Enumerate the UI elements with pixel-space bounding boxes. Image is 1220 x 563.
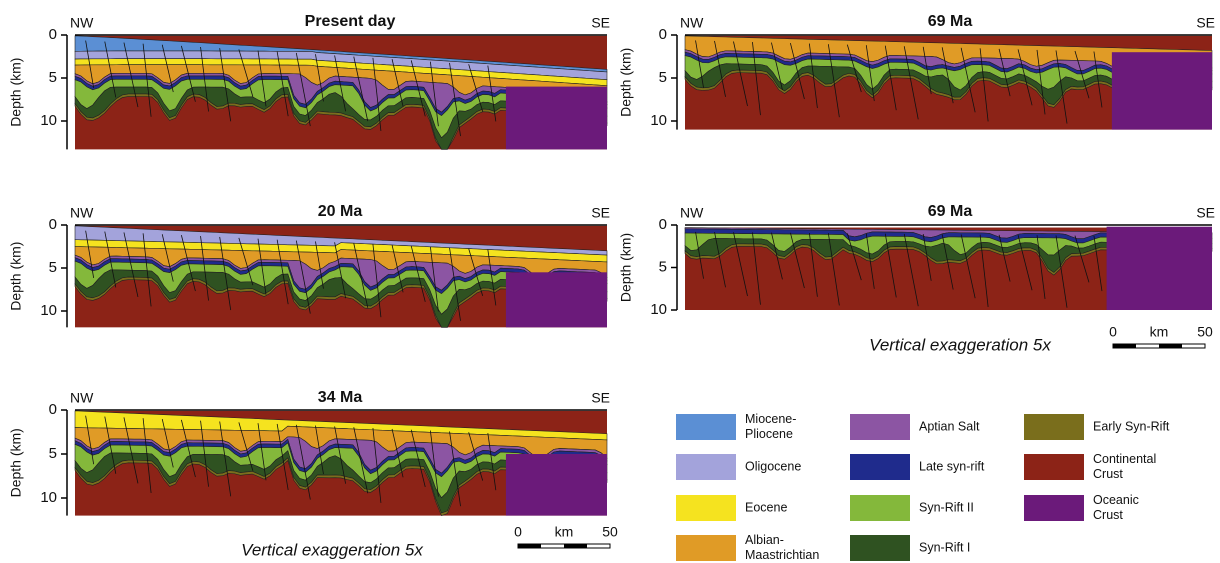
legend-label: Eocene [745,500,787,514]
y-tick-label: 10 [650,112,667,129]
legend-label: Crust [1093,467,1123,481]
legend-label: Albian- [745,533,784,547]
legend-swatch [676,414,736,440]
legend-label: Late syn-rift [919,459,985,473]
scale-start: 0 [514,524,522,540]
y-tick-label: 10 [40,112,57,129]
scale-segment [518,544,541,548]
legend-swatch [1024,454,1084,480]
legend-swatch [850,495,910,521]
scale-segment [564,544,587,548]
y-tick-label: 10 [650,301,667,318]
oceanic-crust [506,454,607,516]
scale-start: 0 [1109,324,1117,340]
y-axis-label: Depth (km) [618,48,634,117]
oceanic-crust [1107,227,1212,310]
scale-segment [1113,344,1136,348]
panel-title: Present day [305,13,396,30]
legend-label: Syn-Rift I [919,540,970,554]
panel-title: 69 Ma [928,203,973,220]
cross-section: 0 5 10 Depth (km) Present day NW SE [8,13,610,149]
panel-title: 69 Ma [928,13,973,30]
legend-swatch [1024,495,1084,521]
direction-right: SE [1196,205,1215,221]
legend-swatch [676,495,736,521]
scale-end: 50 [602,524,618,540]
legend-label: Early Syn-Rift [1093,419,1170,433]
cross-section: 0 5 10 Depth (km) 69 Ma NW SE [618,13,1215,129]
y-axis-label: Depth (km) [8,58,24,127]
oceanic-crust [506,87,607,150]
direction-right: SE [591,15,610,31]
y-tick-label: 10 [40,302,57,319]
cross-section: 0 5 10 Depth (km) 34 Ma NW SE [8,389,610,515]
panel-title: 34 Ma [318,389,363,406]
scale-end: 50 [1197,324,1213,340]
legend-label: Maastrichtian [745,548,819,562]
direction-right: SE [591,390,610,406]
scale-unit: km [555,524,574,540]
cross-section: 0 5 10 Depth (km) 20 Ma NW SE [8,203,610,327]
direction-left: NW [680,205,704,221]
y-tick-label: 0 [49,26,57,43]
y-tick-label: 5 [659,258,667,275]
legend-swatch [850,414,910,440]
direction-right: SE [591,205,610,221]
legend-label: Crust [1093,508,1123,522]
y-tick-label: 5 [49,69,57,86]
legend-swatch [676,535,736,561]
y-tick-label: 0 [49,401,57,418]
legend-swatch [850,535,910,561]
y-tick-label: 5 [49,259,57,276]
direction-left: NW [70,390,94,406]
caption: Vertical exaggeration 5x [241,540,423,559]
oceanic-crust [1112,52,1212,129]
cross-section: 0 5 10 Depth (km) 69 Ma NW SE [618,203,1215,318]
legend-label: Pliocene [745,427,793,441]
y-tick-label: 0 [659,216,667,233]
direction-left: NW [680,15,704,31]
legend-label: Oceanic [1093,493,1139,507]
direction-left: NW [70,15,94,31]
figure: 0 5 10 Depth (km) Present day NW SE 0 5 10 Depth (… [0,0,1220,563]
legend-label: Syn-Rift II [919,500,974,514]
caption: Vertical exaggeration 5x [869,335,1051,354]
oceanic-crust [506,272,607,327]
direction-left: NW [70,205,94,221]
scale-segment [1159,344,1182,348]
y-tick-label: 0 [659,26,667,43]
legend-swatch [1024,414,1084,440]
scale-unit: km [1150,324,1169,340]
legend-label: Aptian Salt [919,419,980,433]
legend-label: Miocene- [745,412,796,426]
y-tick-label: 0 [49,216,57,233]
y-axis-label: Depth (km) [8,242,24,311]
y-tick-label: 5 [659,69,667,86]
y-tick-label: 5 [49,445,57,462]
legend-label: Continental [1093,452,1156,466]
direction-right: SE [1196,15,1215,31]
panel-title: 20 Ma [318,203,363,220]
legend-label: Oligocene [745,459,801,473]
y-axis-label: Depth (km) [618,233,634,302]
legend-swatch [676,454,736,480]
y-axis-label: Depth (km) [8,428,24,497]
y-tick-label: 10 [40,489,57,506]
legend-swatch [850,454,910,480]
